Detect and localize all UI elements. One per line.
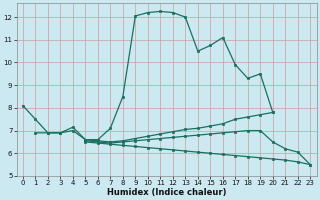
- X-axis label: Humidex (Indice chaleur): Humidex (Indice chaleur): [107, 188, 226, 197]
